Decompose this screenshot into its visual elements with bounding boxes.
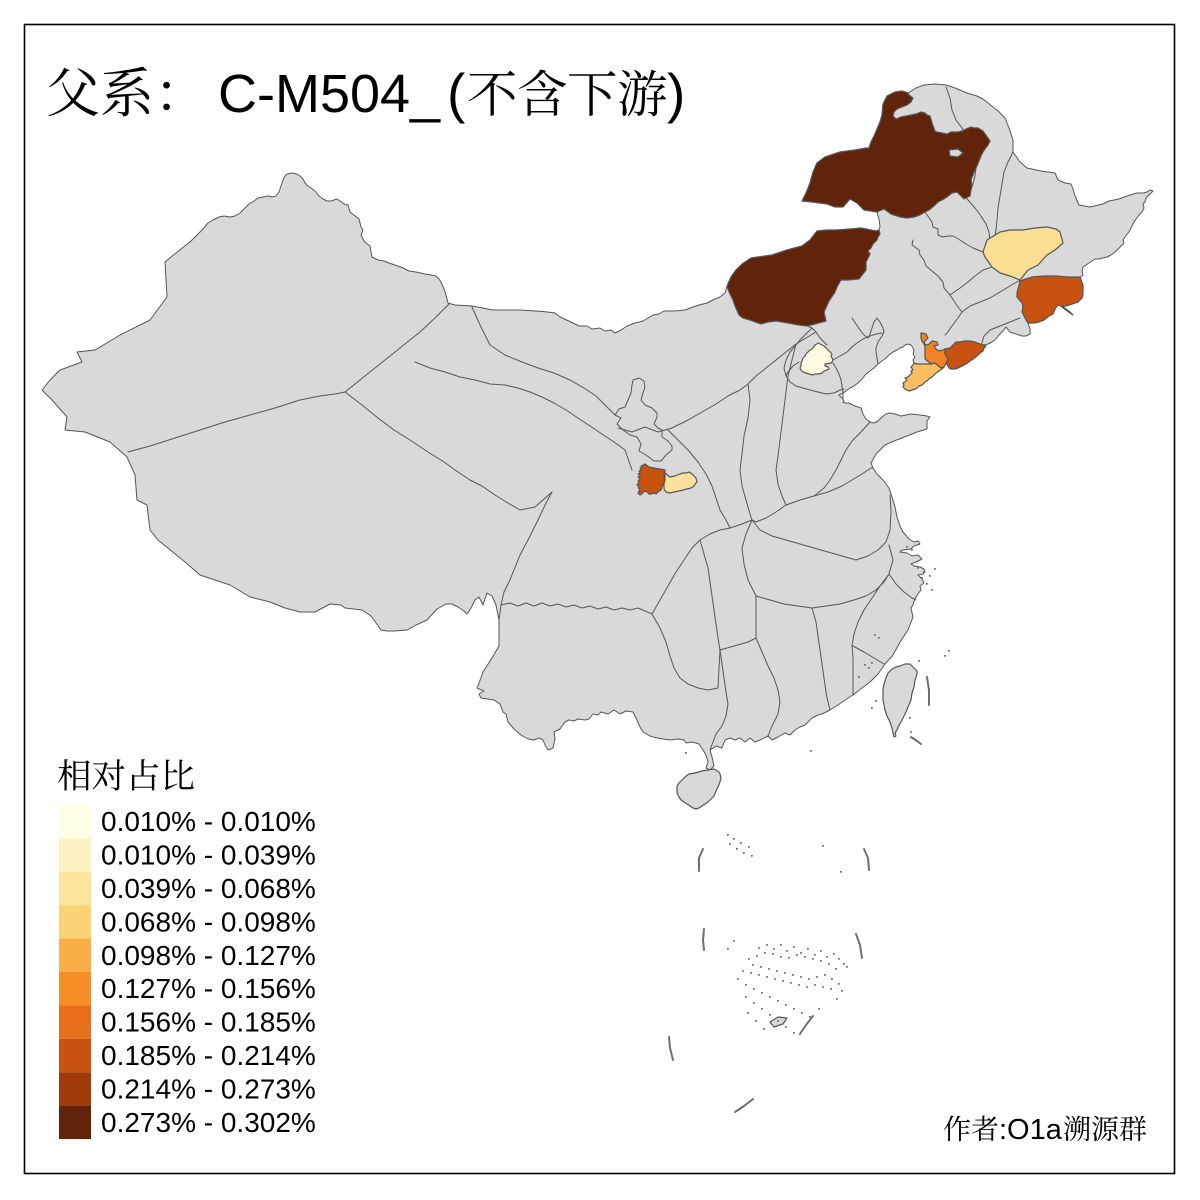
svg-text:0.068% - 0.098%: 0.068% - 0.098% bbox=[101, 906, 316, 937]
svg-text:0.039% - 0.068%: 0.039% - 0.068% bbox=[101, 873, 316, 904]
svg-text:): ) bbox=[667, 62, 685, 124]
svg-text::O1a: :O1a bbox=[999, 1114, 1063, 1146]
svg-text:0.214% - 0.273%: 0.214% - 0.273% bbox=[101, 1073, 316, 1104]
svg-text:0.098% - 0.127%: 0.098% - 0.127% bbox=[101, 940, 316, 971]
svg-text:(: ( bbox=[447, 62, 465, 124]
svg-text:0.010% - 0.039%: 0.010% - 0.039% bbox=[101, 840, 316, 871]
svg-text:0.127% - 0.156%: 0.127% - 0.156% bbox=[101, 973, 316, 1004]
svg-text:0.156% - 0.185%: 0.156% - 0.185% bbox=[101, 1007, 316, 1038]
svg-text:0.273% - 0.302%: 0.273% - 0.302% bbox=[101, 1107, 316, 1138]
svg-text:0.185% - 0.214%: 0.185% - 0.214% bbox=[101, 1040, 316, 1071]
svg-text:0.010% - 0.010%: 0.010% - 0.010% bbox=[101, 806, 316, 837]
svg-text:C-M504_: C-M504_ bbox=[218, 64, 441, 124]
